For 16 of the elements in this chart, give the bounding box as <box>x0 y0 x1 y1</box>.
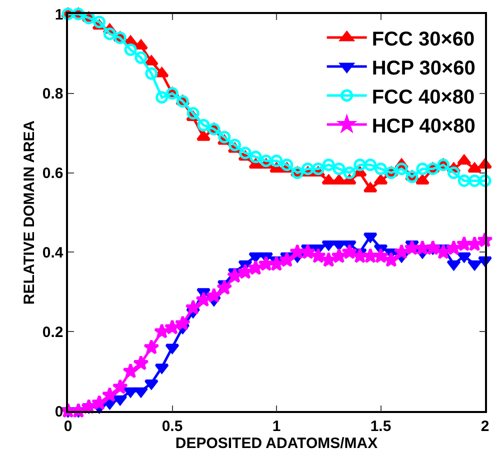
x-tick-label: 2 <box>480 418 490 435</box>
y-axis-title: RELATIVE DOMAIN AREA <box>21 120 38 305</box>
y-tick-label: 0.8 <box>42 86 64 103</box>
x-tick-label: 0.5 <box>162 418 183 435</box>
legend-label: HCP 40×80 <box>372 115 476 138</box>
y-tick-label: 0 <box>54 403 64 420</box>
y-tick-label: 0.6 <box>42 165 64 182</box>
x-tick-label: 1 <box>272 418 281 435</box>
legend-label: FCC 30×60 <box>372 28 475 50</box>
x-axis-title: DEPOSITED ADATOMS/MAX <box>175 434 378 452</box>
legend-label: FCC 40×80 <box>372 86 475 108</box>
y-tick-label: 1 <box>54 6 64 24</box>
x-tick-label: 1.5 <box>370 418 392 435</box>
y-tick-label: 0.2 <box>42 324 64 341</box>
y-tick-label: 0.4 <box>42 244 64 262</box>
legend-label: HCP 30×60 <box>372 57 476 80</box>
